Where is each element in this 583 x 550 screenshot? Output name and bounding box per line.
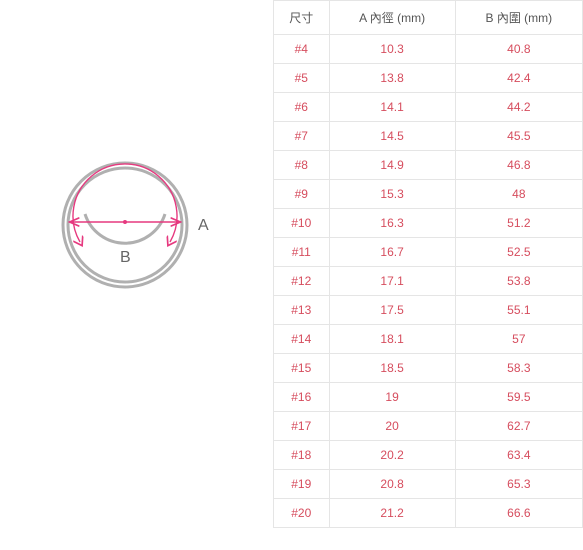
cell-size: #5 <box>274 64 330 93</box>
cell-b: 42.4 <box>455 64 582 93</box>
cell-a: 20 <box>329 412 455 441</box>
cell-size: #15 <box>274 354 330 383</box>
center-dot <box>123 220 127 224</box>
header-a: A 內徑 (mm) <box>329 1 455 35</box>
cell-a: 14.1 <box>329 93 455 122</box>
table-row: #915.348 <box>274 180 583 209</box>
table-row: #614.144.2 <box>274 93 583 122</box>
cell-size: #16 <box>274 383 330 412</box>
cell-a: 19 <box>329 383 455 412</box>
table-row: #1217.153.8 <box>274 267 583 296</box>
table-row: #814.946.8 <box>274 151 583 180</box>
table-row: #1920.865.3 <box>274 470 583 499</box>
cell-size: #14 <box>274 325 330 354</box>
cell-b: 44.2 <box>455 93 582 122</box>
cell-a: 18.5 <box>329 354 455 383</box>
cell-a: 20.8 <box>329 470 455 499</box>
cell-size: #8 <box>274 151 330 180</box>
size-table-column: 尺寸 A 內徑 (mm) B 內圍 (mm) #410.340.8#513.84… <box>273 0 583 550</box>
cell-a: 17.5 <box>329 296 455 325</box>
cell-size: #12 <box>274 267 330 296</box>
cell-size: #9 <box>274 180 330 209</box>
cell-b: 58.3 <box>455 354 582 383</box>
table-row: #172062.7 <box>274 412 583 441</box>
table-body: #410.340.8#513.842.4#614.144.2#714.545.5… <box>274 35 583 528</box>
cell-a: 14.9 <box>329 151 455 180</box>
table-row: #1016.351.2 <box>274 209 583 238</box>
cell-size: #11 <box>274 238 330 267</box>
cell-size: #7 <box>274 122 330 151</box>
table-row: #714.545.5 <box>274 122 583 151</box>
cell-b: 53.8 <box>455 267 582 296</box>
cell-b: 55.1 <box>455 296 582 325</box>
cell-a: 16.3 <box>329 209 455 238</box>
ring-size-table: 尺寸 A 內徑 (mm) B 內圍 (mm) #410.340.8#513.84… <box>273 0 583 528</box>
inner-arc <box>85 214 165 243</box>
cell-a: 13.8 <box>329 64 455 93</box>
cell-a: 14.5 <box>329 122 455 151</box>
ring-diagram-column: A B <box>0 0 273 550</box>
cell-a: 15.3 <box>329 180 455 209</box>
label-a: A <box>198 217 209 234</box>
cell-b: 51.2 <box>455 209 582 238</box>
cell-size: #19 <box>274 470 330 499</box>
cell-b: 57 <box>455 325 582 354</box>
cell-size: #20 <box>274 499 330 528</box>
cell-b: 66.6 <box>455 499 582 528</box>
cell-b: 63.4 <box>455 441 582 470</box>
layout: A B 尺寸 A 內徑 (mm) B 內圍 (mm) #410.340.8#51… <box>0 0 583 550</box>
label-b: B <box>120 249 131 266</box>
header-b: B 內圍 (mm) <box>455 1 582 35</box>
cell-a: 10.3 <box>329 35 455 64</box>
table-row: #513.842.4 <box>274 64 583 93</box>
table-row: #161959.5 <box>274 383 583 412</box>
cell-size: #10 <box>274 209 330 238</box>
cell-size: #6 <box>274 93 330 122</box>
table-row: #1317.555.1 <box>274 296 583 325</box>
cell-a: 20.2 <box>329 441 455 470</box>
ring-diagram: A B <box>40 140 240 320</box>
cell-a: 16.7 <box>329 238 455 267</box>
cell-size: #18 <box>274 441 330 470</box>
cell-b: 52.5 <box>455 238 582 267</box>
table-header-row: 尺寸 A 內徑 (mm) B 內圍 (mm) <box>274 1 583 35</box>
cell-size: #17 <box>274 412 330 441</box>
cell-b: 46.8 <box>455 151 582 180</box>
table-row: #410.340.8 <box>274 35 583 64</box>
cell-size: #13 <box>274 296 330 325</box>
table-row: #1518.558.3 <box>274 354 583 383</box>
cell-b: 59.5 <box>455 383 582 412</box>
cell-a: 21.2 <box>329 499 455 528</box>
cell-b: 45.5 <box>455 122 582 151</box>
table-row: #2021.266.6 <box>274 499 583 528</box>
cell-b: 65.3 <box>455 470 582 499</box>
cell-a: 17.1 <box>329 267 455 296</box>
cell-b: 62.7 <box>455 412 582 441</box>
cell-b: 40.8 <box>455 35 582 64</box>
cell-b: 48 <box>455 180 582 209</box>
cell-a: 18.1 <box>329 325 455 354</box>
cell-size: #4 <box>274 35 330 64</box>
table-row: #1820.263.4 <box>274 441 583 470</box>
outer-circle-1 <box>63 163 187 287</box>
table-row: #1116.752.5 <box>274 238 583 267</box>
header-size: 尺寸 <box>274 1 330 35</box>
table-row: #1418.157 <box>274 325 583 354</box>
